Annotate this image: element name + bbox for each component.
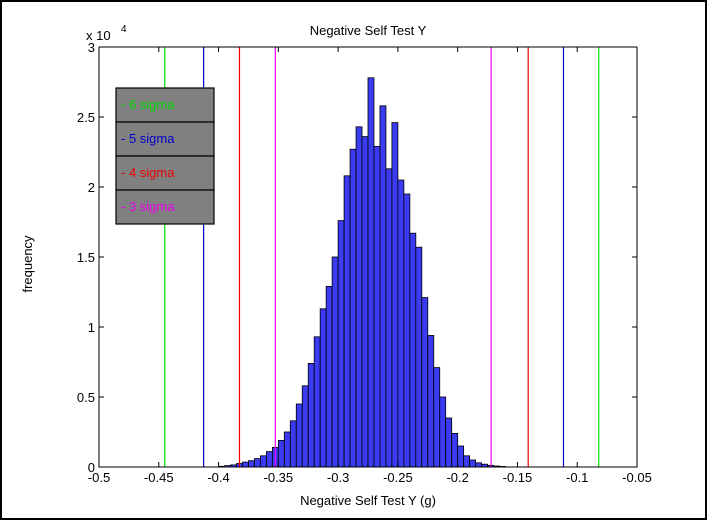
legend-entry-box — [115, 121, 215, 157]
histogram-bar — [319, 308, 327, 468]
histogram-bar — [242, 461, 249, 468]
legend-entry-label: - 3 sigma — [121, 199, 175, 214]
histogram-bar — [325, 285, 333, 468]
y-tick-label: 2 — [88, 180, 95, 195]
histogram-bar — [355, 126, 363, 468]
x-tick-label: -0.45 — [144, 470, 174, 485]
y-tick-label: 1.5 — [77, 250, 95, 265]
x-tick-label: -0.25 — [383, 470, 413, 485]
histogram-bar — [397, 179, 405, 468]
y-tick-label: 2.5 — [77, 110, 95, 125]
histogram-bar — [433, 367, 441, 468]
histogram-bar — [283, 431, 291, 468]
histogram-bar — [248, 460, 255, 468]
legend-entry-label: - 6 sigma — [121, 97, 175, 112]
y-exponent-label: x 10 — [86, 28, 111, 43]
y-exponent-power: 4 — [121, 24, 127, 35]
histogram-bar — [289, 420, 297, 468]
histogram-bar — [439, 396, 447, 468]
histogram-bar — [409, 232, 417, 468]
y-tick-label: 0.5 — [77, 390, 95, 405]
histogram-bar — [277, 439, 285, 468]
legend: - 6 sigma - 5 sigma - 4 sigma - 3 sigma — [115, 87, 215, 225]
histogram-bar — [469, 459, 477, 468]
x-tick-label: -0.35 — [264, 470, 294, 485]
x-tick-label: -0.3 — [327, 470, 349, 485]
histogram-bar — [367, 77, 375, 468]
histogram-bar — [295, 403, 303, 468]
histogram-bar — [307, 362, 315, 468]
axes-box — [98, 46, 638, 468]
histogram-bar — [379, 105, 387, 468]
x-tick-label: -0.5 — [88, 470, 110, 485]
y-tick-label: 3 — [88, 40, 95, 55]
histogram-bar — [259, 455, 267, 468]
x-axis-label: Negative Self Test Y (g) — [300, 493, 436, 508]
axis-ticks: -0.5 -0.45 -0.4 -0.35 -0.3 -0.25 -0.2 -0.15 -0.1… — [77, 40, 652, 485]
histogram-bar — [415, 246, 423, 468]
histogram-bar — [475, 462, 482, 468]
legend-entry-box — [115, 87, 215, 123]
histogram-bar — [445, 417, 453, 468]
legend-entry-box — [115, 189, 215, 225]
histogram-bar — [421, 297, 429, 468]
y-tick-label: 1 — [88, 320, 95, 335]
x-tick-label: -0.4 — [207, 470, 229, 485]
histogram-bar — [391, 122, 399, 468]
histogram-bars — [218, 77, 506, 468]
histogram-bar — [301, 385, 309, 468]
histogram-bar — [361, 136, 369, 468]
histogram-bar — [457, 445, 465, 468]
histogram-bar — [403, 193, 411, 468]
x-tick-label: -0.05 — [622, 470, 652, 485]
sigma-lines — [164, 47, 600, 467]
histogram-bar — [343, 175, 351, 468]
histogram-bar — [349, 148, 357, 468]
chart-title: Negative Self Test Y — [310, 23, 427, 38]
histogram-bar — [451, 432, 459, 468]
histogram-bar — [331, 256, 339, 468]
histogram-bar — [385, 168, 393, 468]
histogram-bar — [313, 336, 321, 468]
x-tick-label: -0.1 — [566, 470, 588, 485]
histogram-bar — [463, 455, 471, 468]
y-tick-label: 0 — [88, 460, 95, 475]
x-tick-label: -0.15 — [503, 470, 533, 485]
legend-entry-label: - 4 sigma — [121, 165, 175, 180]
x-tick-label: -0.2 — [446, 470, 468, 485]
histogram-bar — [265, 451, 273, 468]
histogram-bar — [254, 458, 261, 468]
histogram-bar — [337, 220, 345, 468]
histogram-bar — [427, 334, 435, 468]
legend-entry-box — [115, 155, 215, 191]
y-axis-label: frequency — [20, 235, 35, 293]
legend-entry-label: - 5 sigma — [121, 131, 175, 146]
histogram-bar — [373, 145, 381, 468]
